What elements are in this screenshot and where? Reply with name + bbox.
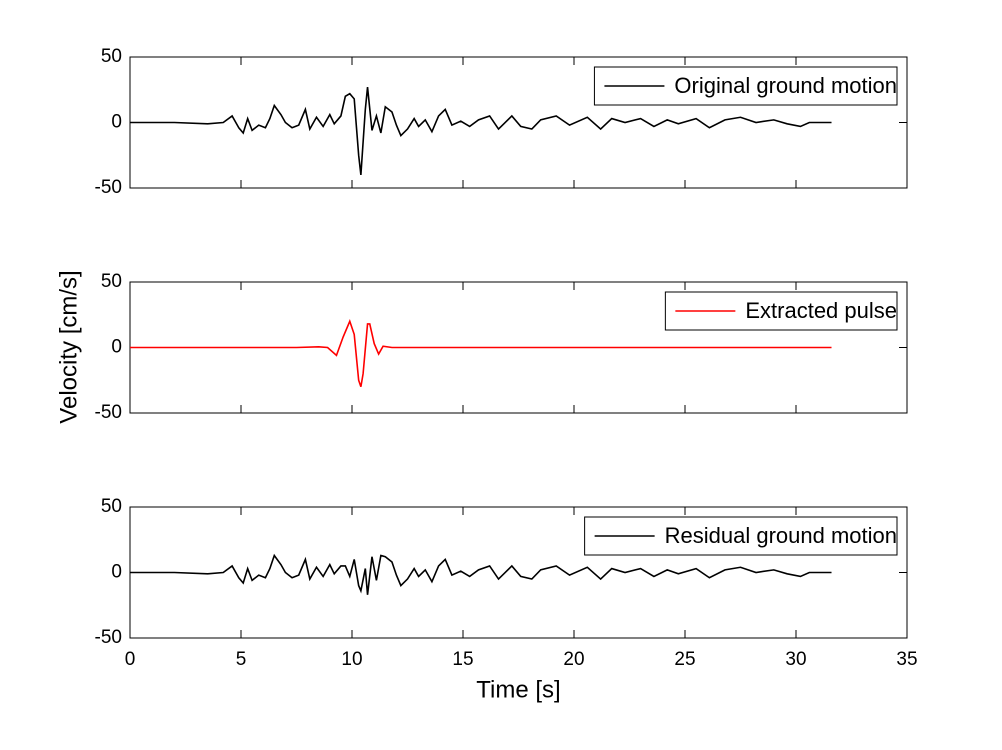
x-axis-label: Time [s] <box>476 676 560 703</box>
y-tick-label: 50 <box>101 46 122 67</box>
x-tick-label: 10 <box>341 649 362 670</box>
x-tick-label: 35 <box>896 649 917 670</box>
y-tick-label: 50 <box>101 496 122 517</box>
legend-box <box>664 291 898 331</box>
y-tick-label: 50 <box>101 271 122 292</box>
series-line <box>130 319 832 388</box>
legend: Residual ground motion <box>584 516 898 556</box>
series-line <box>130 553 832 595</box>
x-tick-label: 25 <box>674 649 695 670</box>
x-tick-label: 30 <box>785 649 806 670</box>
x-tick-label: 15 <box>452 649 473 670</box>
y-tick-label: -50 <box>95 402 122 423</box>
y-tick-label: -50 <box>95 627 122 648</box>
y-axis-label: Velocity [cm/s] <box>55 270 82 423</box>
y-tick-label: 0 <box>111 112 122 133</box>
legend-label: Original ground motion <box>674 73 897 98</box>
legend-box <box>584 516 898 556</box>
y-tick-label: 0 <box>111 337 122 358</box>
legend-label: Residual ground motion <box>665 523 897 548</box>
x-tick-label: 20 <box>563 649 584 670</box>
x-tick-label: 5 <box>236 649 247 670</box>
y-tick-label: 0 <box>111 562 122 583</box>
legend-label: Extracted pulse <box>745 298 897 323</box>
legend: Extracted pulse <box>664 291 898 331</box>
legend-box <box>593 66 898 106</box>
x-tick-label: 0 <box>125 649 136 670</box>
y-tick-label: -50 <box>95 177 122 198</box>
series-line <box>130 87 832 175</box>
legend: Original ground motion <box>593 66 898 106</box>
